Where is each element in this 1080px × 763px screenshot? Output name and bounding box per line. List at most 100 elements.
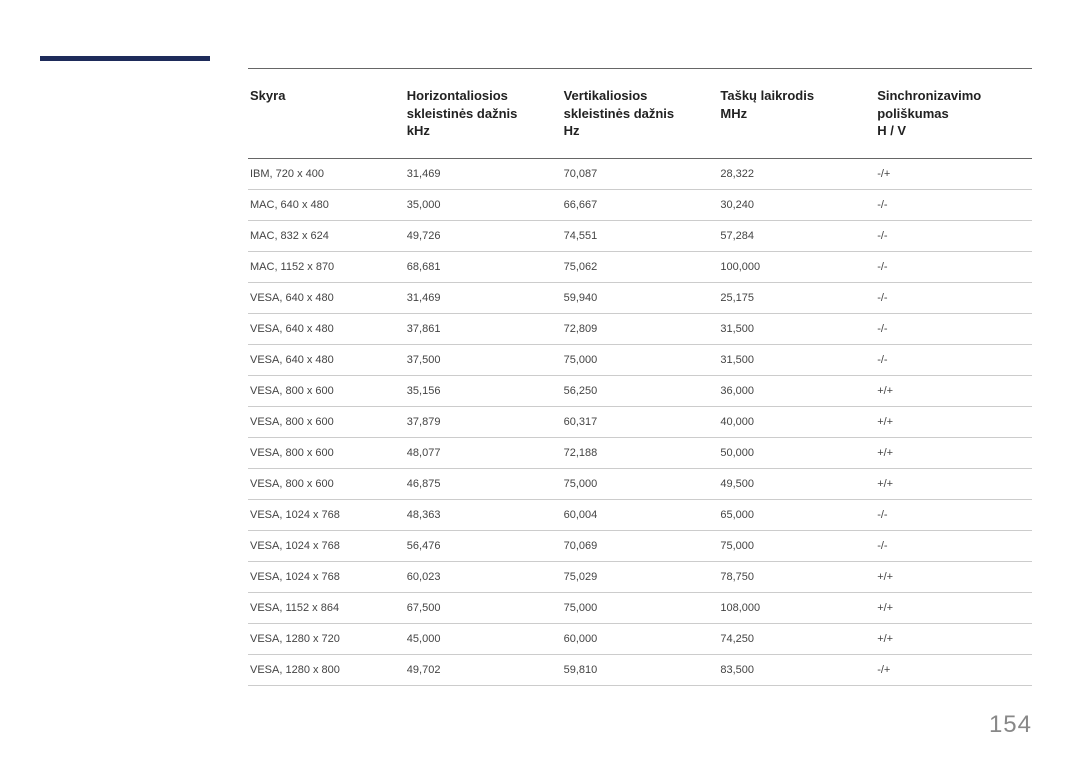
table-header-row: Skyra Horizontaliosiosskleistinės dažnis… [248,69,1032,159]
table-cell: VESA, 800 x 600 [248,468,405,499]
table-cell: 68,681 [405,251,562,282]
table-cell: 30,240 [718,189,875,220]
table-cell: 48,363 [405,499,562,530]
accent-bar [40,56,210,61]
table-cell: 74,551 [562,220,719,251]
table-cell: 65,000 [718,499,875,530]
table-row: MAC, 1152 x 87068,68175,062100,000-/- [248,251,1032,282]
table-cell: +/+ [875,437,1032,468]
content-area: Skyra Horizontaliosiosskleistinės dažnis… [248,68,1032,686]
table-cell: VESA, 640 x 480 [248,282,405,313]
table-row: VESA, 1280 x 72045,00060,00074,250+/+ [248,623,1032,654]
table-cell: 67,500 [405,592,562,623]
table-cell: 60,000 [562,623,719,654]
table-cell: 31,469 [405,282,562,313]
table-row: VESA, 1024 x 76860,02375,02978,750+/+ [248,561,1032,592]
table-cell: VESA, 1024 x 768 [248,530,405,561]
table-cell: 74,250 [718,623,875,654]
table-cell: +/+ [875,561,1032,592]
table-cell: 36,000 [718,375,875,406]
table-cell: 70,069 [562,530,719,561]
table-cell: 49,702 [405,654,562,685]
table-cell: 48,077 [405,437,562,468]
table-row: MAC, 640 x 48035,00066,66730,240-/- [248,189,1032,220]
col-header-pixel-clock: Taškų laikrodisMHz [718,69,875,159]
table-cell: 75,062 [562,251,719,282]
table-cell: 57,284 [718,220,875,251]
table-row: VESA, 800 x 60046,87575,00049,500+/+ [248,468,1032,499]
table-row: VESA, 1152 x 86467,50075,000108,000+/+ [248,592,1032,623]
table-cell: -/- [875,251,1032,282]
table-cell: VESA, 800 x 600 [248,437,405,468]
table-cell: +/+ [875,375,1032,406]
table-row: IBM, 720 x 40031,46970,08728,322-/+ [248,158,1032,189]
table-cell: +/+ [875,406,1032,437]
table-cell: VESA, 1024 x 768 [248,561,405,592]
resolution-table: Skyra Horizontaliosiosskleistinės dažnis… [248,68,1032,686]
table-cell: 56,250 [562,375,719,406]
table-cell: -/- [875,344,1032,375]
table-cell: 50,000 [718,437,875,468]
table-cell: -/- [875,189,1032,220]
table-row: VESA, 800 x 60035,15656,25036,000+/+ [248,375,1032,406]
table-cell: VESA, 1280 x 800 [248,654,405,685]
table-cell: 49,500 [718,468,875,499]
table-cell: MAC, 640 x 480 [248,189,405,220]
table-cell: 25,175 [718,282,875,313]
table-cell: 37,500 [405,344,562,375]
table-cell: 66,667 [562,189,719,220]
table-cell: 49,726 [405,220,562,251]
table-cell: 70,087 [562,158,719,189]
table-cell: VESA, 640 x 480 [248,344,405,375]
table-cell: IBM, 720 x 400 [248,158,405,189]
table-cell: 72,188 [562,437,719,468]
table-cell: -/- [875,499,1032,530]
table-cell: 59,940 [562,282,719,313]
table-cell: -/+ [875,654,1032,685]
table-row: VESA, 640 x 48037,86172,80931,500-/- [248,313,1032,344]
table-cell: +/+ [875,592,1032,623]
table-cell: 75,000 [718,530,875,561]
table-cell: 60,317 [562,406,719,437]
table-cell: 28,322 [718,158,875,189]
table-cell: 75,000 [562,592,719,623]
col-header-horizontal: Horizontaliosiosskleistinės dažniskHz [405,69,562,159]
table-cell: VESA, 800 x 600 [248,375,405,406]
table-row: VESA, 1280 x 80049,70259,81083,500-/+ [248,654,1032,685]
table-cell: VESA, 800 x 600 [248,406,405,437]
table-cell: -/- [875,313,1032,344]
table-cell: VESA, 640 x 480 [248,313,405,344]
page-number: 154 [989,711,1032,739]
table-cell: 46,875 [405,468,562,499]
table-cell: VESA, 1152 x 864 [248,592,405,623]
col-header-vertical: Vertikaliosiosskleistinės dažnisHz [562,69,719,159]
table-cell: 40,000 [718,406,875,437]
table-cell: 37,879 [405,406,562,437]
table-cell: 75,029 [562,561,719,592]
table-cell: 60,004 [562,499,719,530]
col-header-sync-polarity: SinchronizavimopoliškumasH / V [875,69,1032,159]
document-page: Skyra Horizontaliosiosskleistinės dažnis… [0,0,1080,763]
table-cell: -/- [875,282,1032,313]
table-cell: 56,476 [405,530,562,561]
table-row: VESA, 800 x 60048,07772,18850,000+/+ [248,437,1032,468]
table-row: VESA, 1024 x 76856,47670,06975,000-/- [248,530,1032,561]
table-cell: 83,500 [718,654,875,685]
table-cell: 59,810 [562,654,719,685]
table-cell: VESA, 1280 x 720 [248,623,405,654]
table-cell: 78,750 [718,561,875,592]
table-cell: 108,000 [718,592,875,623]
table-cell: +/+ [875,623,1032,654]
table-cell: -/+ [875,158,1032,189]
table-body: IBM, 720 x 40031,46970,08728,322-/+MAC, … [248,158,1032,685]
table-cell: 35,000 [405,189,562,220]
table-cell: 60,023 [405,561,562,592]
table-cell: 37,861 [405,313,562,344]
table-cell: 75,000 [562,468,719,499]
table-cell: -/- [875,530,1032,561]
table-cell: 75,000 [562,344,719,375]
table-row: VESA, 800 x 60037,87960,31740,000+/+ [248,406,1032,437]
table-cell: MAC, 1152 x 870 [248,251,405,282]
table-row: VESA, 640 x 48031,46959,94025,175-/- [248,282,1032,313]
table-cell: 72,809 [562,313,719,344]
